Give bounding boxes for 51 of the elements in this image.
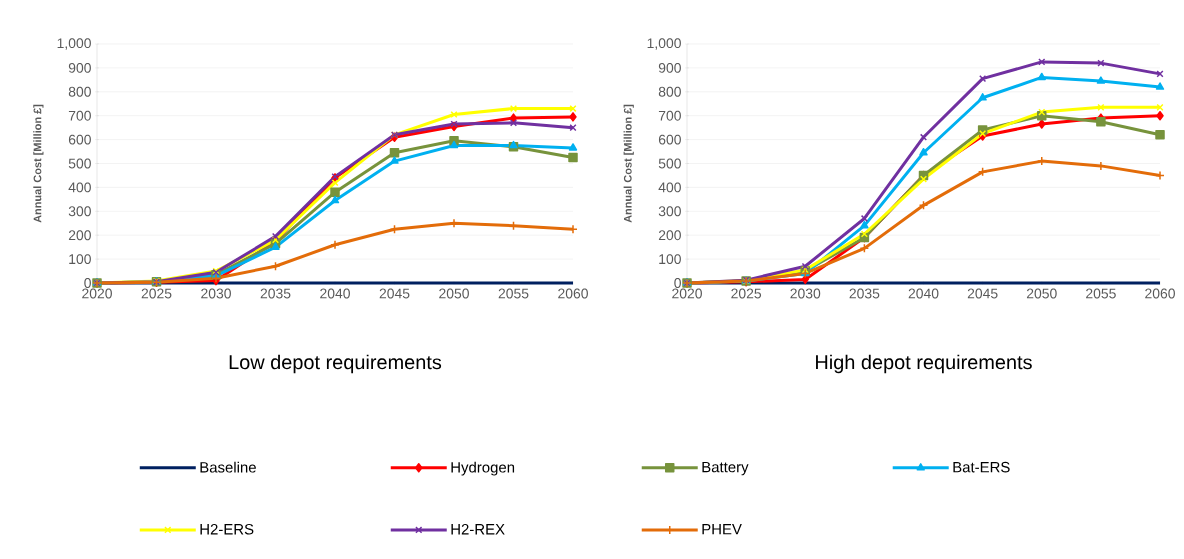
legend-label: PHEV	[702, 524, 742, 535]
legend-label: Battery	[702, 461, 749, 476]
text: High depot requirements	[816, 354, 1032, 374]
y-tick-label: 1,000	[57, 38, 91, 50]
x-tick-label: 2060	[1145, 288, 1175, 299]
x-tick-label: 2040	[320, 288, 350, 299]
y-tick-label: 600	[68, 134, 91, 145]
x-tick-label: 2025	[141, 288, 172, 299]
y-tick-label: 700	[68, 110, 91, 121]
y-tick-label: 500	[658, 158, 681, 169]
y-tick-label: 800	[68, 86, 91, 97]
y-tick-label: 0	[84, 278, 91, 288]
y-tick-label: 700	[658, 110, 681, 121]
legend-label: H2-ERS	[200, 523, 254, 535]
y-tick-label: 100	[659, 254, 681, 265]
legend-label: H2-REX	[451, 523, 505, 535]
x-tick-label: 2055	[1086, 288, 1116, 299]
y-tick-label: 200	[68, 230, 91, 241]
y-tick-label: 900	[658, 62, 681, 73]
legend-label: Bat-ERS	[953, 461, 1010, 473]
x-tick-label: 2035	[849, 288, 880, 299]
y-tick-label: 500	[68, 158, 91, 169]
y-tick-label: 900	[68, 62, 91, 73]
x-tick-label: 2035	[260, 288, 291, 299]
y-tick-label: 300	[68, 206, 91, 217]
y-tick-label: 200	[658, 230, 681, 241]
y-tick-label: 300	[658, 206, 681, 217]
y-axis-title: Annual Cost [Million £]	[33, 104, 44, 223]
x-tick-label: 2040	[908, 288, 939, 299]
y-tick-label: 800	[658, 86, 681, 97]
x-tick-label: 2060	[558, 288, 588, 299]
text: Low depot requirements	[229, 354, 442, 374]
y-tick-label: 1,000	[647, 38, 681, 50]
y-tick-label: 100	[69, 254, 91, 265]
x-tick-label: 2020	[82, 288, 112, 299]
x-tick-label: 2055	[498, 288, 529, 299]
y-tick-label: 0	[674, 278, 681, 288]
x-tick-label: 2030	[790, 288, 821, 299]
x-tick-label: 2030	[201, 288, 231, 299]
y-axis-title: Annual Cost [Million £]	[623, 104, 634, 223]
x-tick-label: 2050	[439, 288, 469, 299]
y-tick-label: 400	[68, 182, 91, 193]
x-tick-label: 2025	[731, 288, 762, 299]
y-tick-label: 600	[658, 134, 681, 145]
y-tick-label: 400	[658, 182, 681, 193]
x-tick-label: 2020	[672, 288, 702, 299]
legend-label: Hydrogen	[451, 461, 515, 476]
x-tick-label: 2050	[1026, 288, 1057, 299]
legend-label: Baseline	[200, 461, 256, 473]
x-tick-label: 2045	[379, 288, 410, 299]
x-tick-label: 2045	[967, 288, 998, 299]
